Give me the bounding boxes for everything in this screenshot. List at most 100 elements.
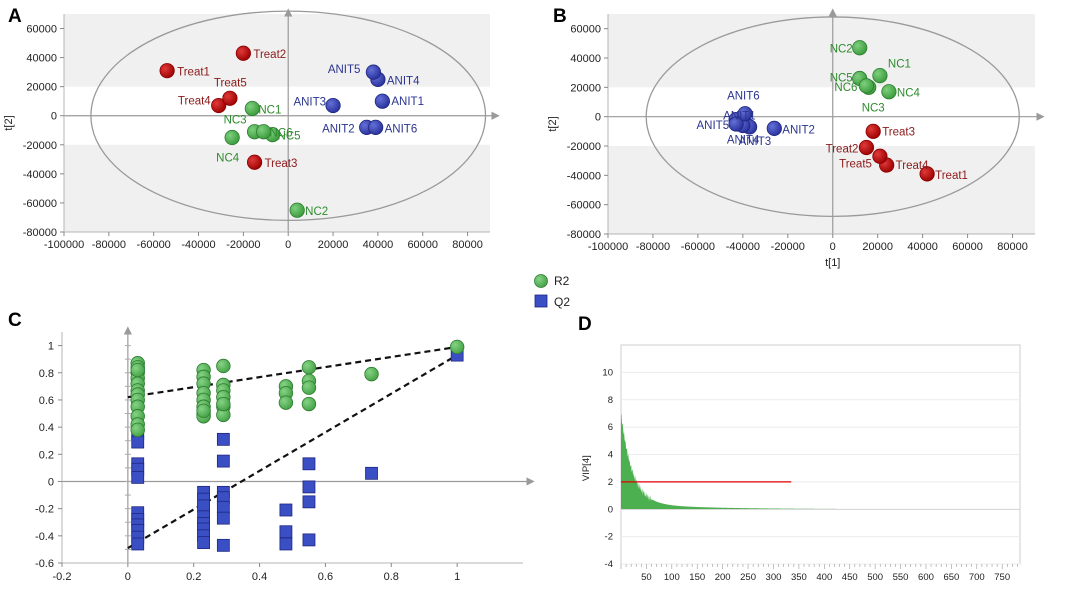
y-tick-label: 20000 [570, 82, 601, 94]
y-axis-label: t[2] [547, 116, 559, 131]
x-tick-label: 0 [125, 571, 131, 583]
q2-point [279, 525, 293, 539]
point-label-nc4: NC4 [216, 153, 240, 165]
y-tick-label: 60000 [26, 24, 57, 36]
r2-point [130, 422, 145, 438]
panel-label-b: B [553, 6, 567, 27]
point-anit6 [368, 119, 384, 135]
point-label-nc5: NC5 [278, 131, 301, 143]
y-tick-label: 40000 [570, 53, 601, 65]
y-tick-label: 6 [608, 422, 613, 433]
y-tick-label: 0 [51, 111, 57, 123]
y-tick-label: -80000 [23, 227, 57, 239]
x-tick-label: 0 [830, 241, 836, 253]
x-tick-label: 20000 [862, 241, 893, 253]
point-nc1 [872, 68, 888, 84]
r2-point [130, 362, 145, 378]
point-label-anit2: ANIT2 [782, 124, 815, 136]
r2-point [216, 358, 231, 374]
x-tick-label: 350 [791, 572, 807, 583]
point-treat2 [858, 139, 875, 156]
x-tick-label: 250 [740, 572, 756, 583]
x-tick-label: -60000 [681, 241, 715, 253]
point-anit6 [737, 106, 753, 122]
y-tick-label: 60000 [570, 24, 601, 36]
y-tick-label: -60000 [567, 200, 601, 212]
point-treat4 [211, 97, 227, 114]
y-tick-label: -0.2 [35, 504, 54, 516]
q2-point [131, 537, 145, 551]
x-tick-label: 500 [867, 572, 883, 583]
q2-point [216, 454, 230, 468]
point-label-treat3: Treat3 [265, 158, 298, 170]
x-tick-label: 100 [664, 572, 680, 583]
q2-point [302, 533, 316, 547]
panel-label-d: D [578, 314, 592, 335]
point-nc4 [224, 129, 240, 146]
point-treat1 [159, 63, 175, 79]
x-tick-label: 200 [715, 572, 731, 583]
point-treat5 [872, 148, 888, 164]
x-tick-label: 700 [969, 572, 985, 583]
point-label-nc2: NC2 [305, 206, 328, 218]
x-tick-label: -80000 [636, 241, 670, 253]
point-label-nc5: NC5 [830, 73, 853, 85]
y-tick-label: -40000 [23, 169, 57, 181]
point-label-anit3: ANIT3 [293, 97, 326, 109]
x-tick-label: -60000 [137, 239, 171, 251]
point-label-anit1: ANIT1 [723, 111, 756, 123]
x-tick-label: 40000 [907, 241, 938, 253]
point-label-anit6: ANIT6 [385, 123, 418, 135]
point-label-treat1: Treat1 [935, 170, 968, 182]
y-tick-label: 0 [48, 476, 54, 488]
r2-point [449, 339, 465, 355]
x-tick-label: 50 [641, 572, 652, 583]
point-label-anit5: ANIT5 [697, 120, 730, 132]
q2-point [302, 480, 316, 494]
q2-point [197, 536, 210, 550]
x-tick-label: -100000 [44, 239, 84, 251]
point-anit5 [728, 116, 744, 132]
r2-point [301, 396, 317, 412]
point-treat2 [235, 45, 251, 61]
point-nc1 [244, 100, 260, 117]
y-tick-label: 0.4 [39, 422, 54, 434]
y-tick-label: -40000 [567, 170, 601, 182]
y-tick-label: -60000 [23, 198, 57, 210]
r2-point [216, 396, 231, 412]
y-tick-label: 20000 [26, 82, 57, 94]
q2-point [216, 538, 230, 552]
x-tick-label: -40000 [726, 241, 760, 253]
r2-point [301, 360, 317, 375]
point-label-treat1: Treat1 [177, 67, 210, 79]
r2-point [196, 403, 211, 419]
x-tick-label: 80000 [997, 241, 1028, 253]
point-label-treat4: Treat4 [896, 160, 929, 172]
y-tick-label: -0.4 [35, 531, 54, 543]
panel-label-c: C [8, 310, 22, 331]
point-label-anit4: ANIT4 [387, 75, 420, 87]
point-anit5 [365, 64, 382, 80]
y-axis-label: VIP[4] [581, 455, 592, 481]
x-tick-label: 750 [994, 572, 1010, 583]
x-tick-label: 0.4 [252, 571, 267, 583]
point-label-anit6: ANIT6 [727, 91, 760, 103]
y-tick-label: 0.8 [39, 368, 54, 380]
point-label-anit3: ANIT3 [739, 136, 772, 148]
panel-label-a: A [8, 6, 22, 27]
x-tick-label: 400 [816, 572, 832, 583]
q2-point [216, 500, 230, 514]
r2-point [278, 395, 294, 410]
point-label-nc1: NC1 [888, 59, 911, 71]
y-tick-label: 0.2 [39, 449, 54, 461]
x-tick-label: -20000 [771, 241, 805, 253]
point-treat1 [919, 166, 935, 182]
x-tick-label: 80000 [452, 239, 483, 251]
x-tick-label: 650 [943, 572, 959, 583]
y-tick-label: 40000 [26, 53, 57, 65]
point-label-anit2: ANIT2 [322, 123, 355, 135]
y-tick-label: 10 [602, 367, 613, 378]
point-label-anit1: ANIT1 [391, 96, 424, 108]
y-tick-label: 2 [608, 477, 613, 488]
legend: R2 Q2 [534, 274, 570, 309]
